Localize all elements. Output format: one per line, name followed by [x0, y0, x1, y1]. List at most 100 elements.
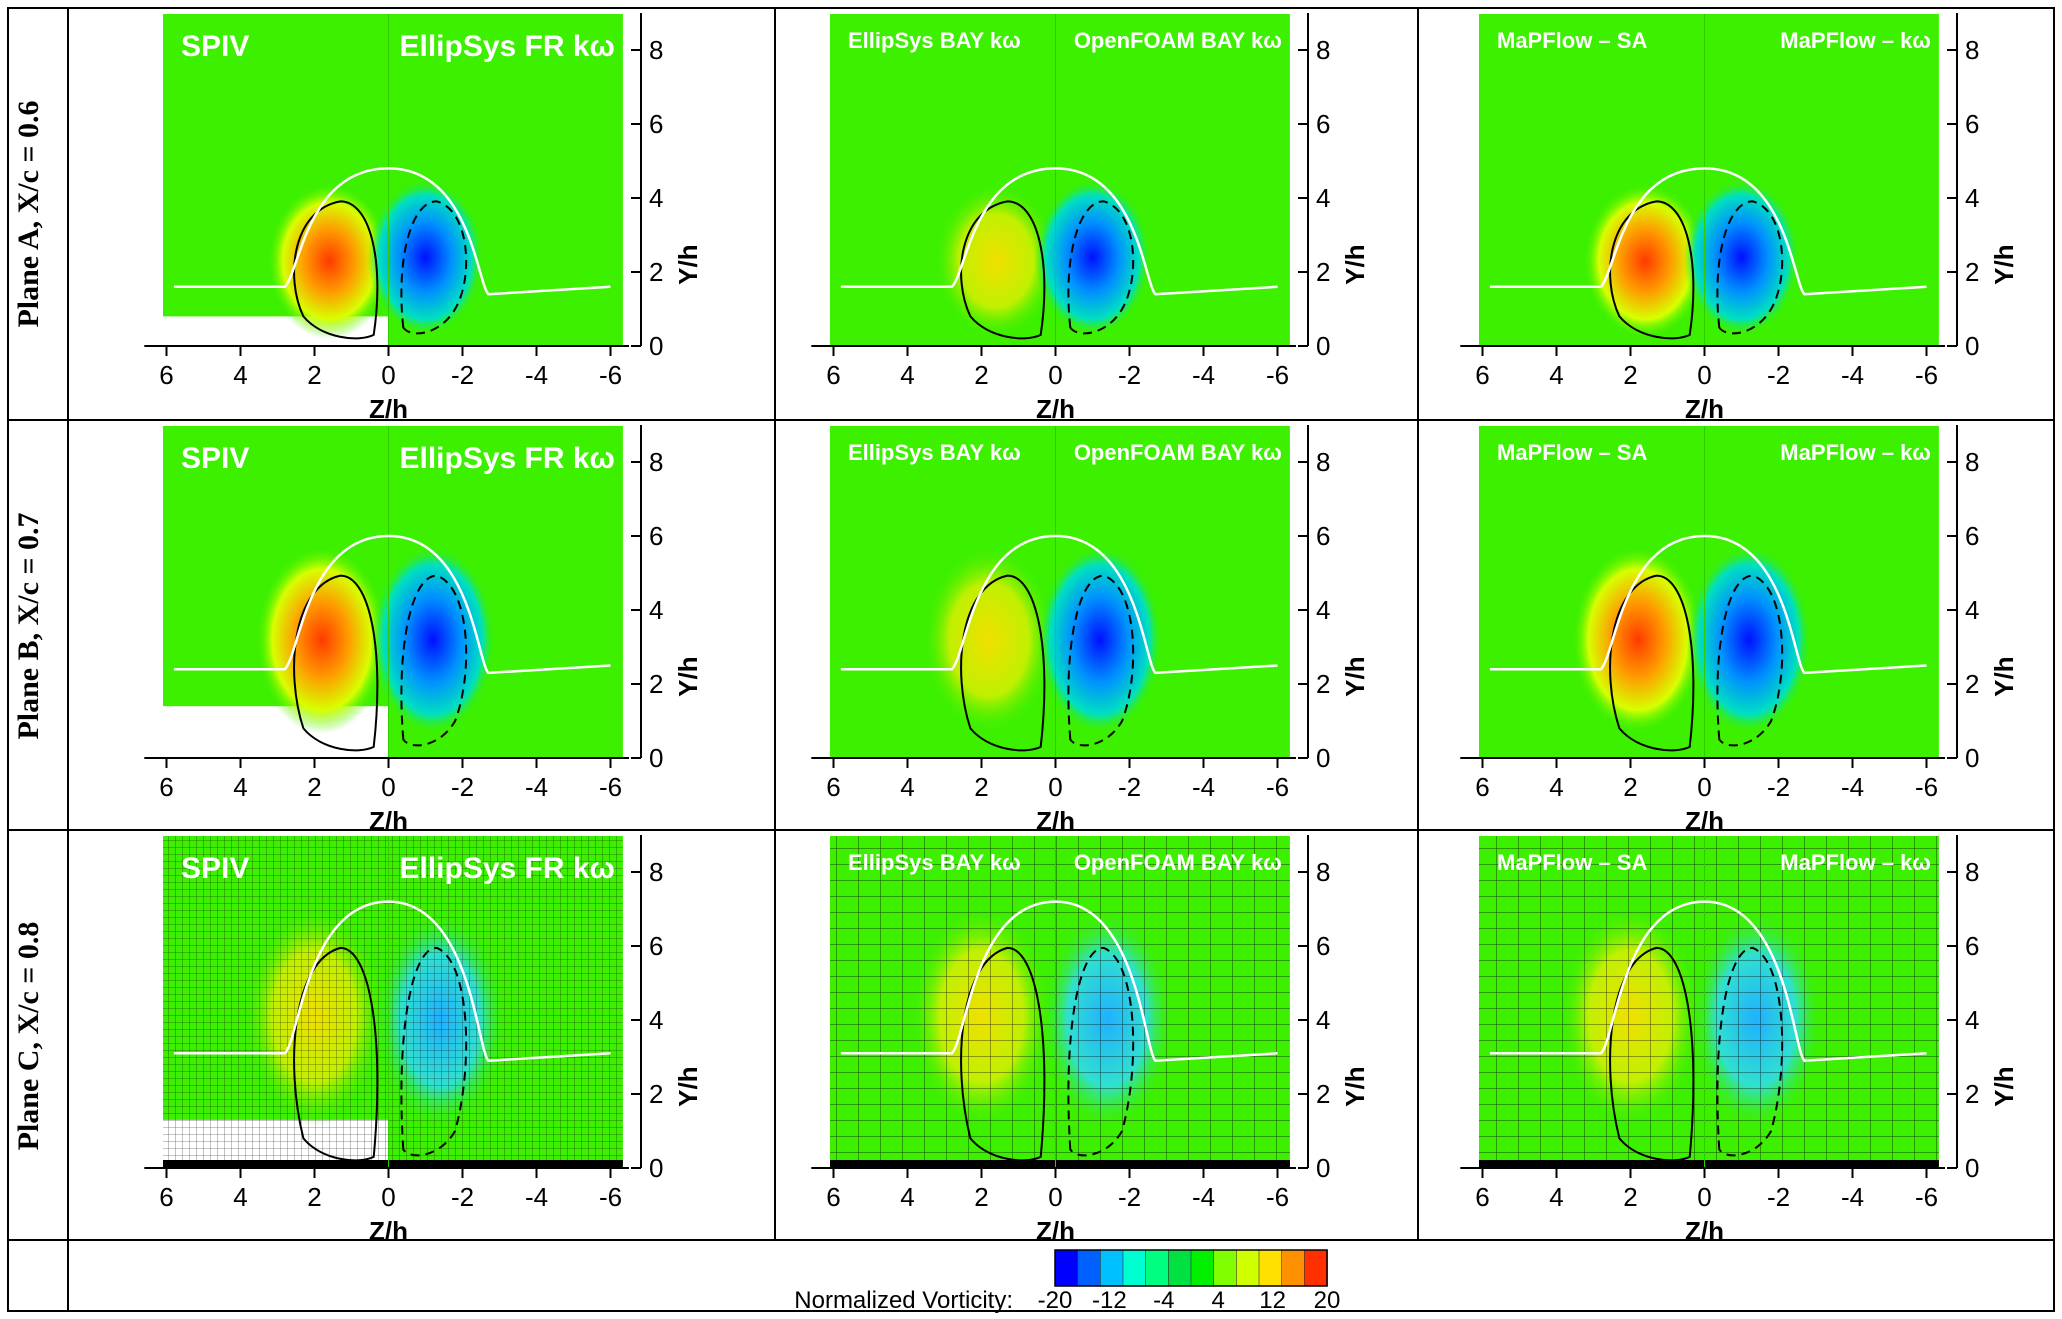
left-method-label: MaPFlow – SA: [1497, 440, 1647, 465]
colorbar-swatch: [1054, 1249, 1079, 1287]
x-tick-label: 0: [1048, 1182, 1062, 1212]
x-axis-label: Z/h: [1036, 1216, 1075, 1246]
y-tick-label: 8: [1965, 857, 1979, 887]
mesh-overlay: [1479, 836, 1939, 1168]
x-tick-label: 0: [381, 360, 395, 390]
x-tick-label: -6: [1266, 1182, 1289, 1212]
negative-vortex: [1686, 545, 1811, 734]
x-tick-label: 0: [1048, 772, 1062, 802]
wall-mesh-band: [1479, 1160, 1939, 1168]
x-tick-label: 6: [159, 772, 173, 802]
x-tick-label: 2: [307, 360, 321, 390]
y-tick-label: 0: [1965, 1153, 1979, 1183]
colorbar-swatch: [1077, 1249, 1102, 1287]
row-label: Plane A, X/c = 0.6: [12, 100, 45, 327]
y-axis-label: Y/h: [673, 656, 703, 696]
x-tick-label: 2: [974, 360, 988, 390]
y-tick-label: 8: [649, 447, 663, 477]
x-tick-label: -2: [1767, 360, 1790, 390]
colorbar-swatch: [1258, 1249, 1283, 1287]
y-tick-label: 2: [649, 257, 663, 287]
x-tick-label: -6: [1915, 1182, 1938, 1212]
right-method-label: EllipSys FR kω: [399, 442, 614, 475]
x-tick-label: -2: [1118, 360, 1141, 390]
positive-contour: [1609, 200, 1695, 340]
right-method-label: MaPFlow – kω: [1780, 28, 1931, 53]
colorbar-frame: [1054, 1249, 1328, 1287]
x-tick-label: 2: [1623, 772, 1637, 802]
x-tick-label: 0: [381, 772, 395, 802]
y-tick-label: 4: [649, 183, 663, 213]
x-tick-label: 4: [1549, 360, 1563, 390]
negative-contour: [400, 946, 468, 1157]
positive-vortex: [1571, 545, 1704, 734]
x-tick-label: -4: [1192, 360, 1215, 390]
y-axis-label: Y/h: [1340, 1066, 1370, 1106]
right-method-label: MaPFlow – kω: [1780, 440, 1931, 465]
y-tick-label: 4: [1316, 595, 1330, 625]
boundary-contour: [173, 167, 611, 296]
y-tick-label: 6: [649, 521, 663, 551]
x-tick-label: -4: [1841, 1182, 1864, 1212]
x-tick-label: -6: [1915, 772, 1938, 802]
y-axis-label: Y/h: [1340, 244, 1370, 284]
panel-r0-c2: MaPFlow – SA MaPFlow – kω 6 4 2 0 -2 -4 -6 Z/h 0 2 4…: [1460, 13, 2019, 424]
colorbar-tick-label: -20: [1038, 1287, 1073, 1314]
x-tick-label: 6: [826, 772, 840, 802]
negative-vortex: [370, 545, 495, 734]
colorbar-swatch: [1100, 1249, 1124, 1287]
negative-contour: [400, 574, 468, 747]
x-axis-label: Z/h: [1036, 806, 1075, 836]
positive-contour: [293, 200, 379, 340]
negative-vortex: [1034, 179, 1151, 336]
colorbar-swatch: [1190, 1249, 1215, 1287]
y-tick-label: 6: [1316, 521, 1330, 551]
x-tick-label: -2: [1767, 1182, 1790, 1212]
left-method-label: EllipSys BAY kω: [848, 850, 1021, 875]
negative-vortex: [1037, 545, 1162, 734]
x-tick-label: 0: [1048, 360, 1062, 390]
negative-vortex: [1683, 179, 1800, 336]
wall-mesh-band: [830, 1160, 1290, 1168]
positive-contour: [1609, 574, 1695, 752]
y-tick-label: 8: [649, 857, 663, 887]
boundary-contour: [840, 534, 1278, 675]
y-tick-label: 8: [649, 35, 663, 65]
x-tick-label: 6: [1475, 1182, 1489, 1212]
boundary-contour: [173, 534, 611, 675]
y-tick-label: 0: [1965, 743, 1979, 773]
y-tick-label: 0: [1965, 331, 1979, 361]
colorbar-swatches: [1054, 1249, 1328, 1287]
colorbar-swatch: [1168, 1249, 1192, 1287]
y-tick-label: 2: [1965, 1079, 1979, 1109]
x-tick-label: 4: [233, 360, 247, 390]
colorbar-tick-label: 12: [1259, 1287, 1286, 1314]
right-method-label: EllipSys FR kω: [399, 852, 614, 885]
x-tick-label: 4: [1549, 772, 1563, 802]
right-method-label: EllipSys FR kω: [399, 30, 614, 63]
row-labels: Plane A, X/c = 0.6 Plane B, X/c = 0.7 Plan…: [12, 100, 45, 1150]
positive-vortex: [255, 545, 388, 734]
x-tick-label: -4: [525, 360, 548, 390]
x-tick-label: 2: [307, 1182, 321, 1212]
negative-vortex: [367, 179, 484, 336]
x-tick-label: 4: [900, 772, 914, 802]
x-tick-label: -2: [1118, 772, 1141, 802]
x-tick-label: 4: [1549, 1182, 1563, 1212]
x-tick-label: -4: [1841, 360, 1864, 390]
panel-r1-c1: EllipSys BAY kω OpenFOAM BAY kω 6 4 2 0 -2 -4 -6…: [811, 425, 1370, 836]
left-method-label: SPIV: [181, 852, 249, 885]
y-tick-label: 4: [1965, 183, 1979, 213]
colorbar-swatch: [1304, 1249, 1328, 1287]
x-axis-label: Z/h: [369, 806, 408, 836]
colorbar-tick-label: 20: [1314, 1287, 1341, 1314]
boundary-contour: [840, 167, 1278, 296]
negative-contour: [1067, 946, 1135, 1157]
left-method-label: MaPFlow – SA: [1497, 850, 1647, 875]
x-tick-label: -4: [1841, 772, 1864, 802]
y-tick-label: 4: [1965, 1005, 1979, 1035]
negative-contour: [1716, 574, 1784, 747]
x-tick-label: 2: [1623, 360, 1637, 390]
x-tick-label: 0: [1697, 772, 1711, 802]
x-tick-label: -6: [1266, 772, 1289, 802]
